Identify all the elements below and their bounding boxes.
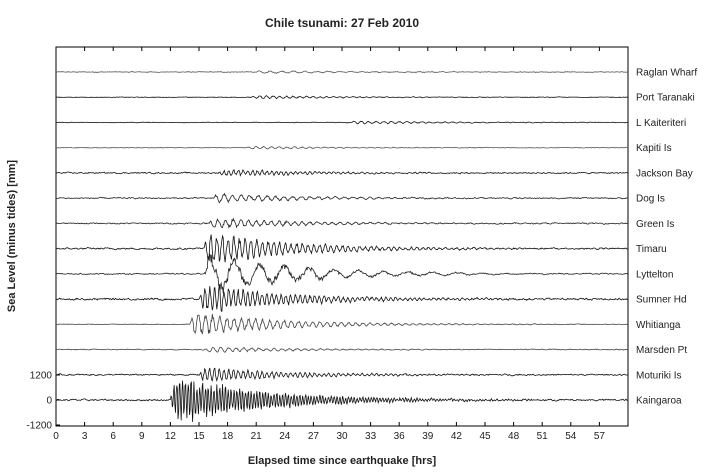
- y-tick-label: -1200: [26, 421, 52, 432]
- trace-l-kaiteriteri: [56, 120, 629, 125]
- station-labels: Raglan Wharf Port Taranaki L Kaiteriteri Ka…: [636, 68, 697, 407]
- x-tick-label: 9: [139, 431, 145, 442]
- station-label-l-kaiteriteri: L Kaiteriteri: [636, 118, 686, 129]
- trace-whitianga: [55, 313, 628, 335]
- trace-marsden-pt: [55, 346, 629, 353]
- x-tick-label: 33: [365, 431, 377, 442]
- x-tick-label: 57: [594, 431, 606, 442]
- x-tick-label: 24: [279, 431, 291, 442]
- trace-lyttelton: [55, 253, 629, 294]
- x-axis-ticks: 0 3 6 9 12 15 18 21 24 27 30 33 36 39 42 45 48 51 54 57: [53, 47, 605, 442]
- trace-timaru: [55, 234, 628, 263]
- x-tick-label: 42: [451, 431, 463, 442]
- x-tick-label: 6: [110, 431, 116, 442]
- x-tick-label: 30: [336, 431, 348, 442]
- station-label-dog-is: Dog Is: [636, 194, 665, 205]
- y-tick-label: 0: [46, 396, 52, 407]
- station-label-port-taranaki: Port Taranaki: [636, 93, 695, 104]
- x-tick-label: 39: [422, 431, 434, 442]
- trace-dog-is: [55, 192, 629, 204]
- station-label-jackson-bay: Jackson Bay: [636, 168, 693, 179]
- y-axis-ticks: 1200 0 -1200: [26, 371, 60, 432]
- x-tick-label: 27: [308, 431, 320, 442]
- x-tick-label: 15: [193, 431, 205, 442]
- station-label-timaru: Timaru: [636, 244, 667, 255]
- x-tick-label: 45: [479, 431, 491, 442]
- trace-raglan-wharf: [55, 70, 628, 74]
- traces: [55, 70, 629, 422]
- trace-port-taranaki: [55, 95, 629, 100]
- trace-moturiki-is: [55, 367, 629, 382]
- trace-jackson-bay: [55, 169, 629, 177]
- trace-kaingaroa: [55, 380, 629, 422]
- x-tick-label: 18: [222, 431, 234, 442]
- station-label-green-is: Green Is: [636, 219, 674, 230]
- station-label-sumner-hd: Sumner Hd: [636, 295, 687, 306]
- trace-green-is: [55, 217, 629, 229]
- x-tick-label: 21: [251, 431, 263, 442]
- station-label-whitianga: Whitianga: [636, 320, 681, 331]
- station-label-marsden-pt: Marsden Pt: [636, 345, 687, 356]
- plot-frame: [55, 46, 629, 427]
- station-label-raglan-wharf: Raglan Wharf: [636, 68, 697, 79]
- x-tick-label: 3: [82, 431, 88, 442]
- x-tick-label: 0: [53, 431, 59, 442]
- station-label-moturiki-is: Moturiki Is: [636, 370, 682, 381]
- trace-sumner-hd: [55, 285, 629, 313]
- x-tick-label: 51: [537, 431, 549, 442]
- y-axis-label: Sea Level (minus tides) [mm]: [6, 160, 18, 313]
- station-label-lyttelton: Lyttelton: [636, 269, 673, 280]
- x-tick-label: 36: [394, 431, 406, 442]
- x-axis-label: Elapsed time since earthquake [hrs]: [248, 455, 437, 467]
- chart-title: Chile tsunami: 27 Feb 2010: [265, 16, 419, 30]
- trace-kapiti-is: [55, 145, 629, 150]
- station-label-kaingaroa: Kaingaroa: [636, 396, 682, 407]
- station-label-kapiti-is: Kapiti Is: [636, 143, 672, 154]
- x-tick-label: 12: [165, 431, 177, 442]
- x-tick-label: 48: [508, 431, 520, 442]
- y-tick-label: 1200: [30, 371, 53, 382]
- x-tick-label: 54: [565, 431, 577, 442]
